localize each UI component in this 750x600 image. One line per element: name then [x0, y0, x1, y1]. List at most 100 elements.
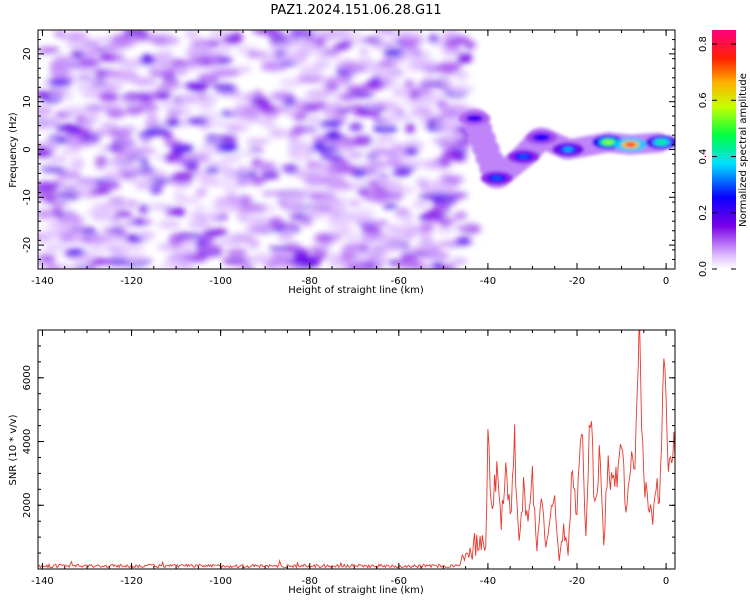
noise-blob	[196, 102, 216, 110]
noise-blob	[219, 241, 243, 247]
noise-blob	[138, 155, 150, 166]
signal-blob-peak	[625, 142, 636, 147]
noise-blob	[376, 177, 389, 186]
snr-frame	[37, 329, 676, 570]
noise-blob	[379, 72, 406, 78]
noise-blob	[131, 77, 158, 86]
noise-blob	[111, 158, 123, 165]
noise-blob	[138, 170, 167, 179]
noise-blob	[45, 117, 61, 127]
noise-blob	[187, 43, 213, 50]
noise-blob	[432, 179, 450, 189]
noise-blob	[240, 263, 256, 269]
noise-blob	[333, 77, 349, 86]
noise-blob	[223, 188, 238, 195]
x-tick-label: -40	[480, 276, 496, 287]
noise-blob	[138, 55, 157, 65]
noise-blob	[219, 44, 232, 53]
noise-blob	[164, 206, 176, 218]
noise-blob	[429, 204, 451, 216]
noise-blob	[58, 33, 83, 40]
noise-blob	[51, 205, 64, 216]
noise-blob	[38, 123, 53, 131]
noise-blob	[292, 257, 321, 268]
x-tick-label: 0	[663, 576, 669, 587]
y-tick-label: 4000	[22, 429, 33, 454]
noise-blob	[204, 121, 231, 127]
x-tick-label: -80	[302, 576, 318, 587]
noise-blob	[102, 173, 125, 181]
noise-blob	[97, 54, 114, 61]
noise-blob	[50, 156, 68, 163]
noise-blob	[49, 93, 61, 99]
noise-blob	[352, 217, 379, 224]
noise-blob	[216, 134, 238, 142]
noise-blob	[162, 258, 186, 267]
noise-blob	[38, 230, 65, 239]
noise-blob	[75, 82, 90, 91]
noise-blob	[268, 246, 292, 252]
noise-blob	[112, 222, 138, 228]
y-tick-label: 6000	[22, 365, 33, 390]
noise-blob	[188, 212, 204, 219]
noise-blob	[125, 255, 148, 264]
noise-blob	[385, 190, 404, 201]
noise-blob	[105, 245, 125, 251]
noise-blob	[116, 125, 139, 132]
noise-blob	[156, 39, 167, 46]
noise-blob	[410, 58, 436, 69]
noise-blob	[83, 49, 98, 58]
noise-blob	[228, 233, 254, 244]
noise-blob	[328, 252, 340, 261]
noise-blob	[49, 67, 72, 78]
noise-blob	[385, 103, 399, 112]
noise-blob	[57, 86, 72, 92]
noise-blob	[289, 30, 314, 39]
x-tick-label: -140	[31, 276, 54, 287]
noise-blob	[93, 209, 113, 218]
noise-blob	[116, 143, 132, 152]
noise-blob	[56, 189, 81, 201]
noise-blob	[62, 105, 91, 117]
noise-blob	[74, 115, 86, 121]
noise-blob	[148, 65, 168, 72]
noise-blob	[430, 217, 458, 224]
noise-blob	[305, 89, 333, 99]
noise-blob	[104, 70, 122, 79]
noise-blob	[442, 149, 460, 158]
colorbar-gradient	[712, 30, 736, 269]
noise-blob	[106, 108, 126, 119]
noise-blob	[70, 158, 86, 168]
noise-blob	[400, 39, 417, 50]
noise-blob	[333, 195, 348, 201]
noise-blob	[385, 113, 412, 123]
noise-blob	[417, 194, 439, 200]
noise-blob	[396, 207, 409, 215]
noise-blob	[172, 206, 186, 217]
noise-blob	[55, 123, 82, 133]
noise-blob	[236, 177, 250, 186]
noise-blob	[52, 55, 75, 65]
noise-blob	[148, 203, 171, 211]
noise-blob	[97, 103, 123, 111]
noise-blob	[214, 55, 234, 65]
noise-blob	[138, 30, 151, 38]
noise-blob	[187, 84, 209, 93]
noise-blob	[393, 165, 413, 175]
noise-blob	[42, 140, 59, 150]
noise-blob	[98, 92, 120, 102]
colorbar-tick-label: 0.6	[698, 92, 709, 108]
noise-blob	[120, 92, 149, 101]
noise-blob	[196, 93, 219, 104]
noise-blob	[392, 86, 412, 95]
noise-blob	[344, 242, 367, 250]
noise-blob	[238, 203, 267, 214]
noise-blob	[304, 208, 326, 219]
noise-blob	[312, 60, 331, 69]
noise-blob	[161, 100, 179, 109]
noise-blob	[172, 60, 192, 66]
noise-blob	[403, 146, 419, 156]
noise-blob	[60, 147, 82, 156]
noise-blob	[101, 225, 112, 233]
